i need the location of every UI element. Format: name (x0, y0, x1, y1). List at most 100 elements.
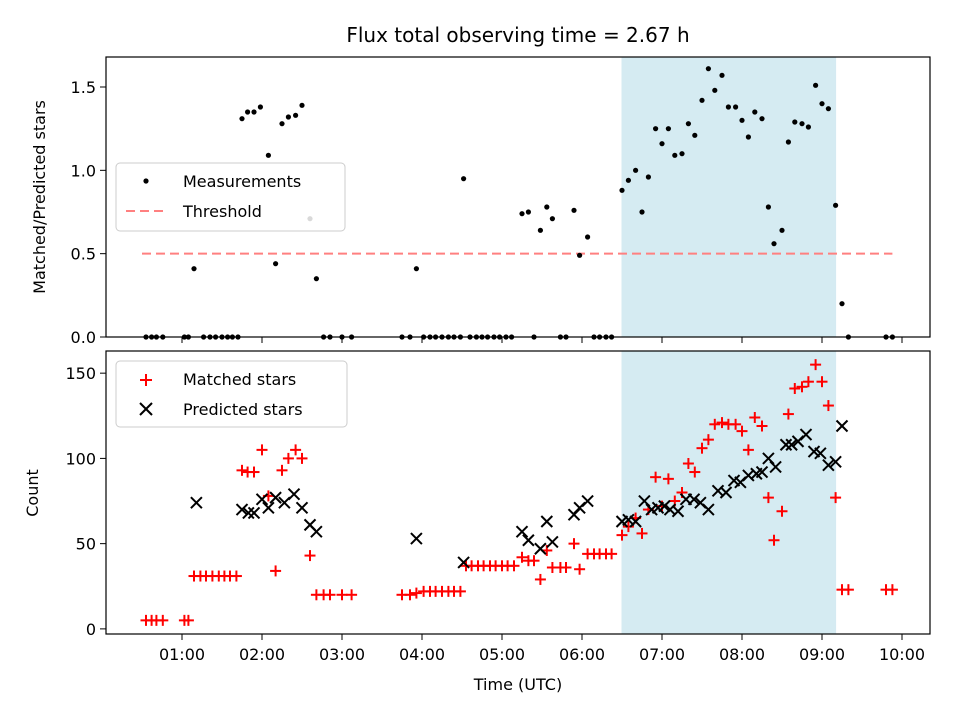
matched-star-point (534, 573, 546, 585)
predicted-star-point (247, 506, 261, 520)
measurement-point (537, 227, 544, 233)
measurement-point (544, 204, 550, 210)
matched-star-point (157, 614, 169, 626)
matched-star-point (568, 538, 580, 550)
measurement-point (625, 177, 632, 183)
y-tick-label: 1.5 (71, 78, 96, 97)
legend-predicted-label: Predicted stars (183, 400, 303, 419)
measurement-point (785, 139, 792, 145)
matched-star-point (230, 570, 242, 582)
x-tick-label: 07:00 (639, 645, 685, 664)
predicted-star-point (629, 515, 642, 528)
matched-star-point (454, 585, 466, 597)
measurement-point (833, 202, 839, 208)
measurement-point (739, 117, 745, 123)
bottom-legend: Matched stars Predicted stars (115, 360, 348, 428)
matched-star-point (886, 584, 898, 596)
predicted-star-point (190, 496, 203, 509)
measurement-point (771, 241, 777, 247)
predicted-star-point (262, 501, 275, 515)
x-tick-label: 08:00 (719, 645, 765, 664)
measurement-point (653, 126, 659, 132)
y-tick-label: 50 (76, 535, 96, 554)
predicted-star-point (702, 503, 715, 516)
matched-star-point (324, 589, 336, 601)
predicted-star-point (829, 455, 842, 469)
measurement-point (239, 116, 245, 122)
measurement-point (279, 121, 285, 127)
predicted-star-point (779, 438, 793, 451)
matched-star-point (516, 551, 528, 563)
matched-star-point (336, 589, 348, 601)
top-legend-box (115, 162, 346, 232)
measurement-point (712, 87, 718, 93)
predicted-star-point (658, 499, 671, 513)
predicted-star-point (671, 505, 685, 518)
measurement-point (245, 109, 251, 115)
y-tick-label: 100 (65, 449, 96, 468)
top-y-ticks: 0.0 0.5 1.0 1.5 (71, 78, 106, 347)
measurement-point (805, 124, 812, 130)
predicted-star-point (822, 459, 835, 472)
matched-star-point (742, 444, 754, 456)
predicted-star-point (515, 525, 529, 538)
matched-star-point (290, 444, 302, 456)
measurement-point (665, 126, 672, 132)
x-tick-label: 09:00 (799, 645, 845, 664)
matched-star-point (236, 464, 248, 476)
matched-star-point (802, 376, 814, 388)
matched-star-point (822, 400, 834, 412)
predicted-star-point (235, 503, 249, 516)
predicted-star-point (534, 542, 547, 555)
predicted-star-point (581, 494, 594, 508)
matched-star-point (616, 529, 628, 541)
top-axes-frame (105, 56, 931, 338)
predicted-stars-points (190, 419, 849, 569)
measurement-point (645, 174, 652, 180)
measurement-point (577, 252, 583, 258)
predicted-star-point (457, 556, 470, 569)
measurement-point (313, 276, 319, 282)
predicted-star-point (719, 486, 733, 499)
measurement-point (685, 121, 692, 127)
bottom-y-axis-label: Count (23, 469, 42, 517)
x-tick-label: 06:00 (559, 645, 605, 664)
bottom-highlight-band (621, 350, 837, 635)
measurement-point (633, 167, 639, 173)
matched-star-point (622, 521, 634, 533)
measurement-point (619, 187, 625, 193)
measurement-point (733, 104, 739, 110)
x-tick-label: 02:00 (239, 645, 285, 664)
bottom-axes-frame (105, 350, 931, 635)
measurement-point (752, 109, 758, 115)
measurement-point (799, 121, 805, 127)
measurement-point (719, 72, 725, 78)
measurement-point (257, 104, 263, 110)
matched-star-point (709, 418, 721, 430)
y-tick-label: 0 (86, 620, 96, 639)
matched-star-point (636, 527, 648, 539)
matched-star-point (816, 376, 828, 388)
measurement-point (273, 261, 279, 267)
measurement-point (299, 102, 305, 108)
measurement-point (759, 116, 765, 122)
measurement-point (639, 209, 645, 215)
measurement-point (461, 176, 467, 182)
predicted-star-point (622, 513, 635, 526)
predicted-star-point (799, 428, 813, 441)
matched-star-point (606, 548, 618, 560)
measurement-point (839, 301, 845, 307)
measurement-point (705, 66, 712, 72)
y-tick-label: 150 (65, 364, 96, 383)
measurement-point (585, 234, 591, 240)
predicted-star-point (785, 438, 798, 451)
measurement-point (765, 204, 772, 210)
matched-star-point (410, 587, 422, 599)
matched-star-point (404, 589, 416, 601)
predicted-star-point (242, 506, 255, 520)
matched-star-point (682, 458, 694, 470)
matched-star-point (776, 505, 788, 517)
predicted-star-point (755, 465, 769, 479)
measurement-point (699, 97, 705, 103)
